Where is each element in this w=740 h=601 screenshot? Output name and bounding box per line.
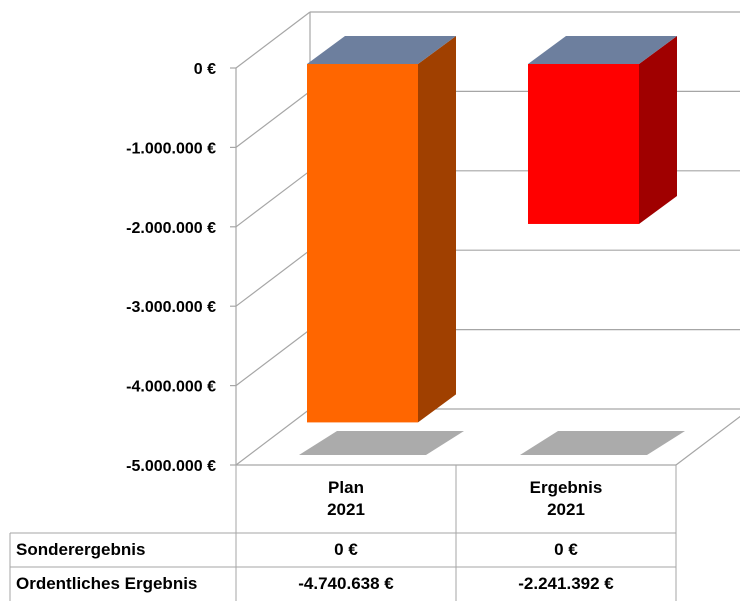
gridline-side-5	[235, 408, 311, 466]
bar-side-0	[418, 36, 456, 423]
bar-top-1	[528, 36, 677, 64]
bar-0	[299, 36, 464, 455]
gridline-side-4	[235, 329, 311, 387]
gridline-side-0	[235, 11, 311, 69]
chart-bars	[299, 36, 685, 455]
y-tick-label-1: -1.000.000 €	[126, 140, 216, 157]
data-table-gridlines	[9, 465, 677, 601]
bar-front-1	[528, 64, 639, 224]
bar-top-0	[307, 36, 456, 64]
y-tick-label-2: -2.000.000 €	[126, 220, 216, 237]
y-tick-label-4: -4.000.000 €	[126, 379, 216, 396]
gridline-side-3	[235, 249, 311, 307]
bar-1	[520, 36, 685, 455]
y-tick-label-3: -3.000.000 €	[126, 299, 216, 316]
y-tick-label-0: 0 €	[194, 61, 216, 78]
bar-shadow-1	[520, 431, 685, 455]
y-axis-tick-labels: 0 € -1.000.000 € -2.000.000 € -3.000.000 € -…	[126, 61, 216, 475]
bar-side-1	[639, 36, 677, 224]
gridline-side-2	[235, 170, 311, 228]
floor-right-edge	[675, 415, 740, 466]
y-tick-label-5: -5.000.000 €	[126, 458, 216, 475]
bar-front-0	[307, 64, 418, 423]
gridline-side-1	[235, 90, 311, 148]
bar-shadow-0	[299, 431, 464, 455]
